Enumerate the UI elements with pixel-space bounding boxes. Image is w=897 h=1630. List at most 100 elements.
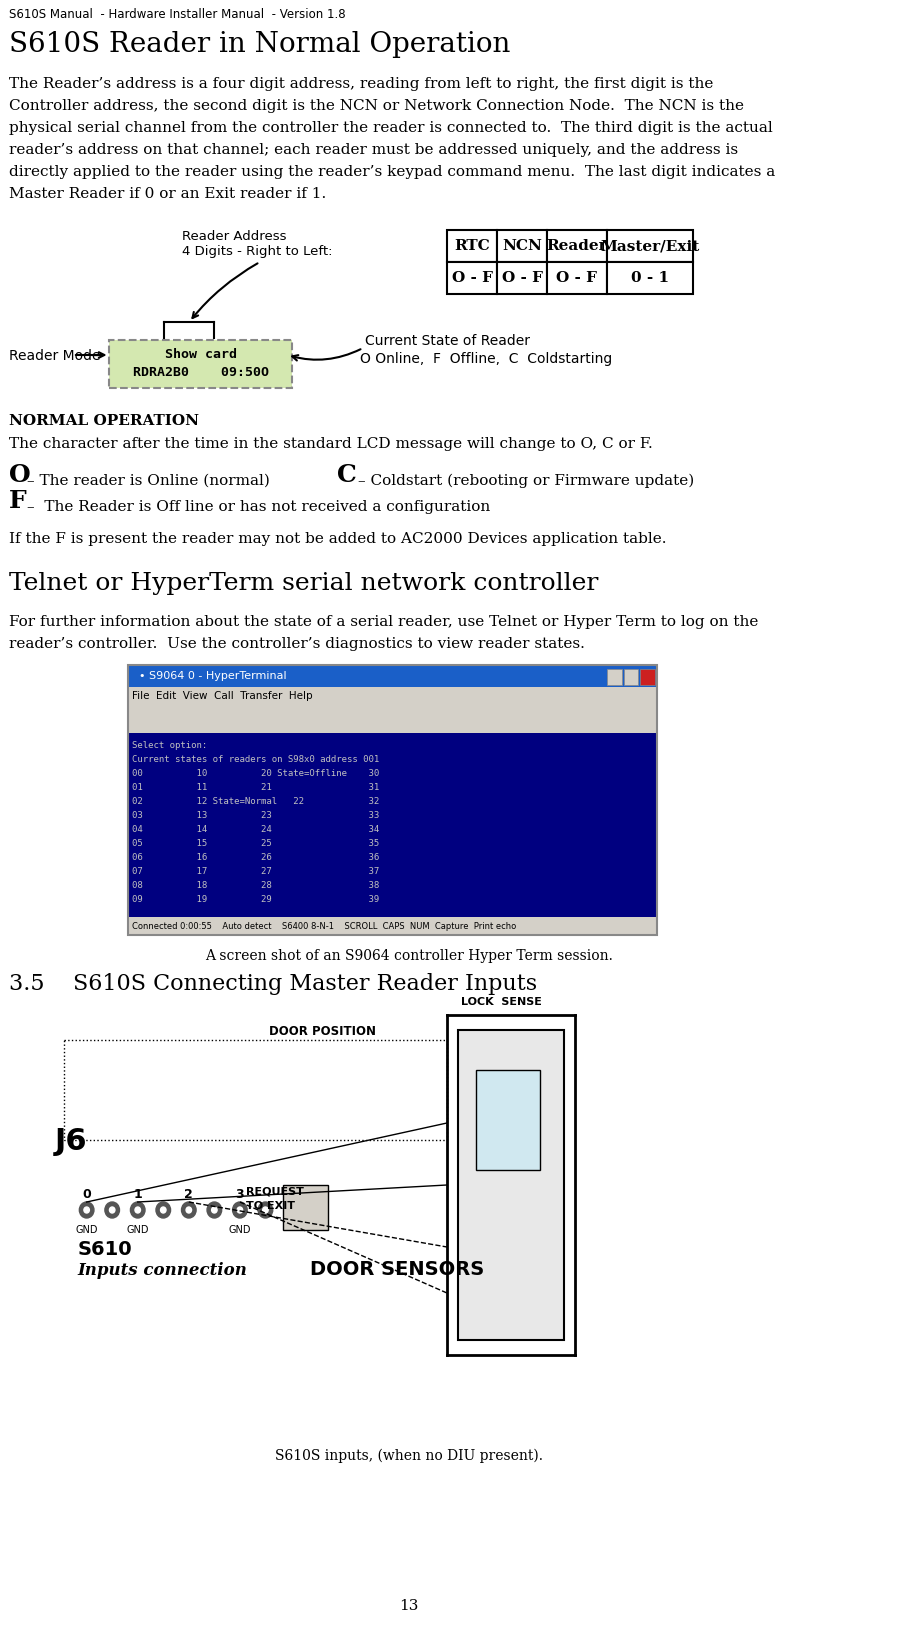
Text: Connected 0:00:55    Auto detect    S6400 8-N-1    SCROLL  CAPS  NUM  Capture  P: Connected 0:00:55 Auto detect S6400 8-N-… (132, 921, 517, 931)
Text: Controller address, the second digit is the NCN or Network Connection Node.  The: Controller address, the second digit is … (9, 99, 745, 112)
Circle shape (207, 1201, 222, 1218)
Text: reader’s address on that channel; each reader must be addressed uniquely, and th: reader’s address on that channel; each r… (9, 143, 738, 156)
Text: Telnet or HyperTerm serial network controller: Telnet or HyperTerm serial network contr… (9, 572, 598, 595)
Text: 06          16          26                  36: 06 16 26 36 (132, 852, 379, 862)
Text: 03          13          23                  33: 03 13 23 33 (132, 810, 379, 820)
Text: DOOR SENSORS: DOOR SENSORS (310, 1260, 484, 1280)
Text: DOOR POSITION: DOOR POSITION (269, 1025, 376, 1038)
Text: directly applied to the reader using the reader’s keypad command menu.  The last: directly applied to the reader using the… (9, 165, 775, 179)
Text: Master/Exit: Master/Exit (600, 240, 700, 253)
Circle shape (263, 1206, 268, 1213)
Text: The Reader’s address is a four digit address, reading from left to right, the fi: The Reader’s address is a four digit add… (9, 77, 713, 91)
Text: S610: S610 (77, 1240, 132, 1258)
Circle shape (130, 1201, 145, 1218)
Text: O - F: O - F (451, 271, 492, 285)
Text: J6: J6 (55, 1126, 87, 1156)
Text: File  Edit  View  Call  Transfer  Help: File Edit View Call Transfer Help (132, 691, 313, 701)
Bar (127, 918, 657, 936)
Text: Inputs connection: Inputs connection (77, 1262, 248, 1280)
Text: • S9064 0 - HyperTerminal: • S9064 0 - HyperTerminal (139, 672, 286, 681)
Circle shape (109, 1206, 115, 1213)
Text: Reader: Reader (546, 240, 607, 253)
Text: 0 - 1: 0 - 1 (631, 271, 669, 285)
Text: TO EXIT: TO EXIT (247, 1201, 295, 1211)
Text: If the F is present the reader may not be added to AC2000 Devices application ta: If the F is present the reader may not b… (9, 531, 666, 546)
Text: – The reader is Online (normal): – The reader is Online (normal) (28, 474, 270, 487)
Bar (457, 1030, 563, 1340)
Text: Reader Address: Reader Address (182, 230, 287, 243)
Text: Master Reader if 0 or an Exit reader if 1.: Master Reader if 0 or an Exit reader if … (9, 187, 327, 200)
Circle shape (186, 1206, 192, 1213)
Text: 3: 3 (236, 1188, 244, 1201)
Text: GND: GND (75, 1226, 98, 1236)
Circle shape (156, 1201, 170, 1218)
Bar (283, 1185, 328, 1231)
Text: physical serial channel from the controller the reader is connected to.  The thi: physical serial channel from the control… (9, 121, 773, 135)
Text: 2: 2 (185, 1188, 193, 1201)
Circle shape (84, 1206, 90, 1213)
Text: Select option:: Select option: (132, 740, 207, 750)
Text: 1: 1 (134, 1188, 142, 1201)
Text: 07          17          27                  37: 07 17 27 37 (132, 867, 379, 875)
Bar (497, 262, 547, 293)
Text: 00          10          20 State=Offline    30: 00 10 20 State=Offline 30 (132, 768, 379, 778)
Circle shape (237, 1206, 242, 1213)
Text: Reader Mode: Reader Mode (9, 349, 100, 363)
Text: O: O (9, 463, 30, 487)
Text: The character after the time in the standard LCD message will change to O, C or : The character after the time in the stan… (9, 437, 653, 452)
Text: NCN: NCN (502, 240, 542, 253)
Bar (476, 1069, 540, 1170)
Text: S610S inputs, (when no DIU present).: S610S inputs, (when no DIU present). (275, 1449, 543, 1464)
Text: 09          19          29                  39: 09 19 29 39 (132, 895, 379, 903)
Bar (127, 706, 657, 734)
Bar (497, 230, 547, 262)
Circle shape (135, 1206, 141, 1213)
Bar (127, 686, 657, 706)
Circle shape (212, 1206, 217, 1213)
Text: C: C (337, 463, 357, 487)
Text: Current states of readers on S98x0 address 001: Current states of readers on S98x0 addre… (132, 755, 379, 763)
Text: F: F (9, 489, 27, 513)
Text: 08          18          28                  38: 08 18 28 38 (132, 880, 379, 890)
Text: S610S Reader in Normal Operation: S610S Reader in Normal Operation (9, 31, 510, 59)
Text: GND: GND (126, 1226, 149, 1236)
Bar (624, 668, 639, 685)
Text: 02          12 State=Normal   22            32: 02 12 State=Normal 22 32 (132, 797, 379, 805)
Bar (606, 262, 693, 293)
Text: NORMAL OPERATION: NORMAL OPERATION (9, 414, 199, 429)
Text: A screen shot of an S9064 controller Hyper Term session.: A screen shot of an S9064 controller Hyp… (205, 949, 613, 963)
Text: 04          14          24                  34: 04 14 24 34 (132, 825, 379, 833)
Text: O - F: O - F (556, 271, 597, 285)
FancyBboxPatch shape (109, 341, 292, 388)
Text: – Coldstart (rebooting or Firmware update): – Coldstart (rebooting or Firmware updat… (359, 474, 694, 487)
Text: 13: 13 (399, 1599, 419, 1614)
Text: Current State of Reader: Current State of Reader (365, 334, 530, 347)
Text: 0: 0 (83, 1188, 91, 1201)
Text: 01          11          21                  31: 01 11 21 31 (132, 782, 379, 792)
Bar (447, 230, 497, 262)
Text: 05          15          25                  35: 05 15 25 35 (132, 838, 379, 848)
Text: GND: GND (229, 1226, 251, 1236)
Bar (127, 734, 657, 918)
Bar (547, 230, 606, 262)
Text: LOCK  SENSE: LOCK SENSE (461, 998, 542, 1007)
Text: RDRA2B0    09:50O: RDRA2B0 09:50O (133, 365, 269, 378)
Bar (640, 668, 655, 685)
Text: 4 Digits - Right to Left:: 4 Digits - Right to Left: (182, 244, 333, 258)
Text: REQUEST: REQUEST (247, 1187, 304, 1196)
Bar (547, 262, 606, 293)
Bar (127, 665, 657, 936)
Bar (64, 1040, 447, 1139)
Bar (127, 665, 657, 686)
Circle shape (258, 1201, 273, 1218)
Circle shape (181, 1201, 196, 1218)
Text: O - F: O - F (501, 271, 543, 285)
Circle shape (79, 1201, 94, 1218)
Text: Show card: Show card (165, 347, 237, 360)
Circle shape (232, 1201, 248, 1218)
Text: For further information about the state of a serial reader, use Telnet or Hyper : For further information about the state … (9, 615, 759, 629)
Bar (606, 230, 693, 262)
Text: reader’s controller.  Use the controller’s diagnostics to view reader states.: reader’s controller. Use the controller’… (9, 637, 585, 650)
Text: S610S Manual  - Hardware Installer Manual  - Version 1.8: S610S Manual - Hardware Installer Manual… (9, 8, 345, 21)
Text: –  The Reader is Off line or has not received a configuration: – The Reader is Off line or has not rece… (28, 500, 491, 513)
